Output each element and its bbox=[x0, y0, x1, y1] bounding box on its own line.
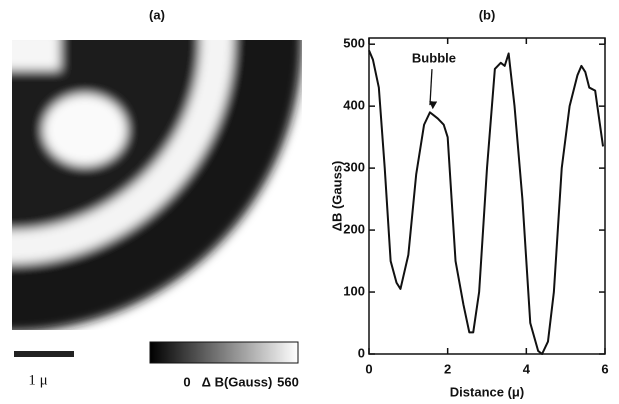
x-axis-label: Distance (μ) bbox=[450, 384, 524, 399]
colorbar bbox=[149, 341, 299, 364]
field-image bbox=[12, 40, 302, 330]
data-line bbox=[368, 50, 605, 355]
y-tick-label: 400 bbox=[343, 98, 365, 113]
y-tick-label: 100 bbox=[343, 283, 365, 298]
colorbar-label: Δ B(Gauss) bbox=[202, 374, 273, 389]
x-tick-label: 0 bbox=[365, 361, 372, 376]
panel-title: (b) bbox=[479, 7, 496, 22]
y-tick-label: 0 bbox=[358, 345, 365, 360]
y-tick-label: 300 bbox=[343, 160, 365, 175]
x-tick-label: 4 bbox=[523, 361, 531, 376]
plot-frame bbox=[368, 37, 606, 355]
y-tick-label: 500 bbox=[343, 36, 365, 51]
colorbar-tick: 0 bbox=[183, 374, 190, 389]
y-axis-label: ΔB (Gauss) bbox=[329, 161, 344, 232]
scale-bar-label: 1 μ bbox=[28, 372, 47, 388]
annotation: Bubble bbox=[412, 51, 456, 66]
y-tick-label: 200 bbox=[343, 222, 365, 237]
annotation-arrow bbox=[429, 69, 438, 110]
colorbar-tick: 560 bbox=[277, 374, 299, 389]
x-tick-label: 2 bbox=[444, 361, 451, 376]
x-tick-label: 6 bbox=[601, 361, 608, 376]
panel-title: (a) bbox=[149, 7, 165, 22]
scale-bar bbox=[14, 351, 74, 357]
